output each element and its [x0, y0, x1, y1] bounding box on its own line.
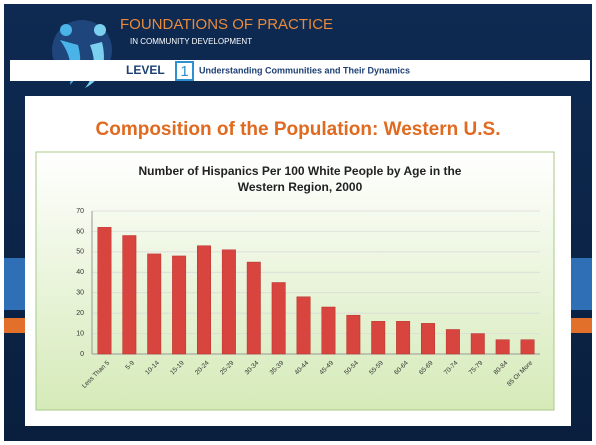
bar: [246, 261, 261, 355]
bar: [296, 296, 311, 355]
y-tick-label: 40: [76, 269, 84, 276]
y-tick-label: 20: [76, 310, 84, 317]
bar: [147, 253, 162, 355]
chart-title: Number of Hispanics Per 100 White People…: [138, 164, 462, 194]
logo: [60, 24, 72, 36]
level-text: Understanding Communities and Their Dyna…: [199, 65, 410, 75]
bar: [97, 227, 112, 355]
bar: [321, 306, 336, 355]
level-number: 1: [180, 63, 188, 80]
bar: [172, 255, 187, 355]
bar: [520, 339, 535, 355]
bar: [495, 339, 510, 355]
level-label: LEVEL: [126, 63, 165, 77]
bar: [221, 249, 236, 355]
header-title: FOUNDATIONS OF PRACTICE: [120, 16, 333, 33]
slide-title: Composition of the Population: Western U…: [96, 119, 501, 140]
header-subtitle: IN COMMUNITY DEVELOPMENT: [130, 37, 252, 46]
bar: [346, 314, 361, 355]
level-box: [175, 61, 194, 81]
bar: [197, 245, 211, 355]
y-tick-label: 30: [76, 290, 84, 297]
bar: [445, 329, 460, 355]
y-tick-label: 60: [76, 228, 84, 235]
y-tick-label: 70: [76, 208, 84, 215]
x-tick-label: 5-9: [124, 359, 136, 371]
bar: [371, 321, 386, 355]
y-tick-label: 0: [80, 351, 84, 358]
bar: [122, 235, 137, 355]
bar: [271, 282, 286, 355]
y-tick-label: 50: [76, 249, 84, 256]
bar: [470, 333, 485, 355]
bar: [421, 323, 435, 355]
y-tick-label: 10: [76, 330, 84, 337]
bar: [396, 321, 411, 355]
level-strip: [10, 60, 590, 81]
logo: [94, 24, 106, 36]
chart-box: [35, 151, 555, 411]
